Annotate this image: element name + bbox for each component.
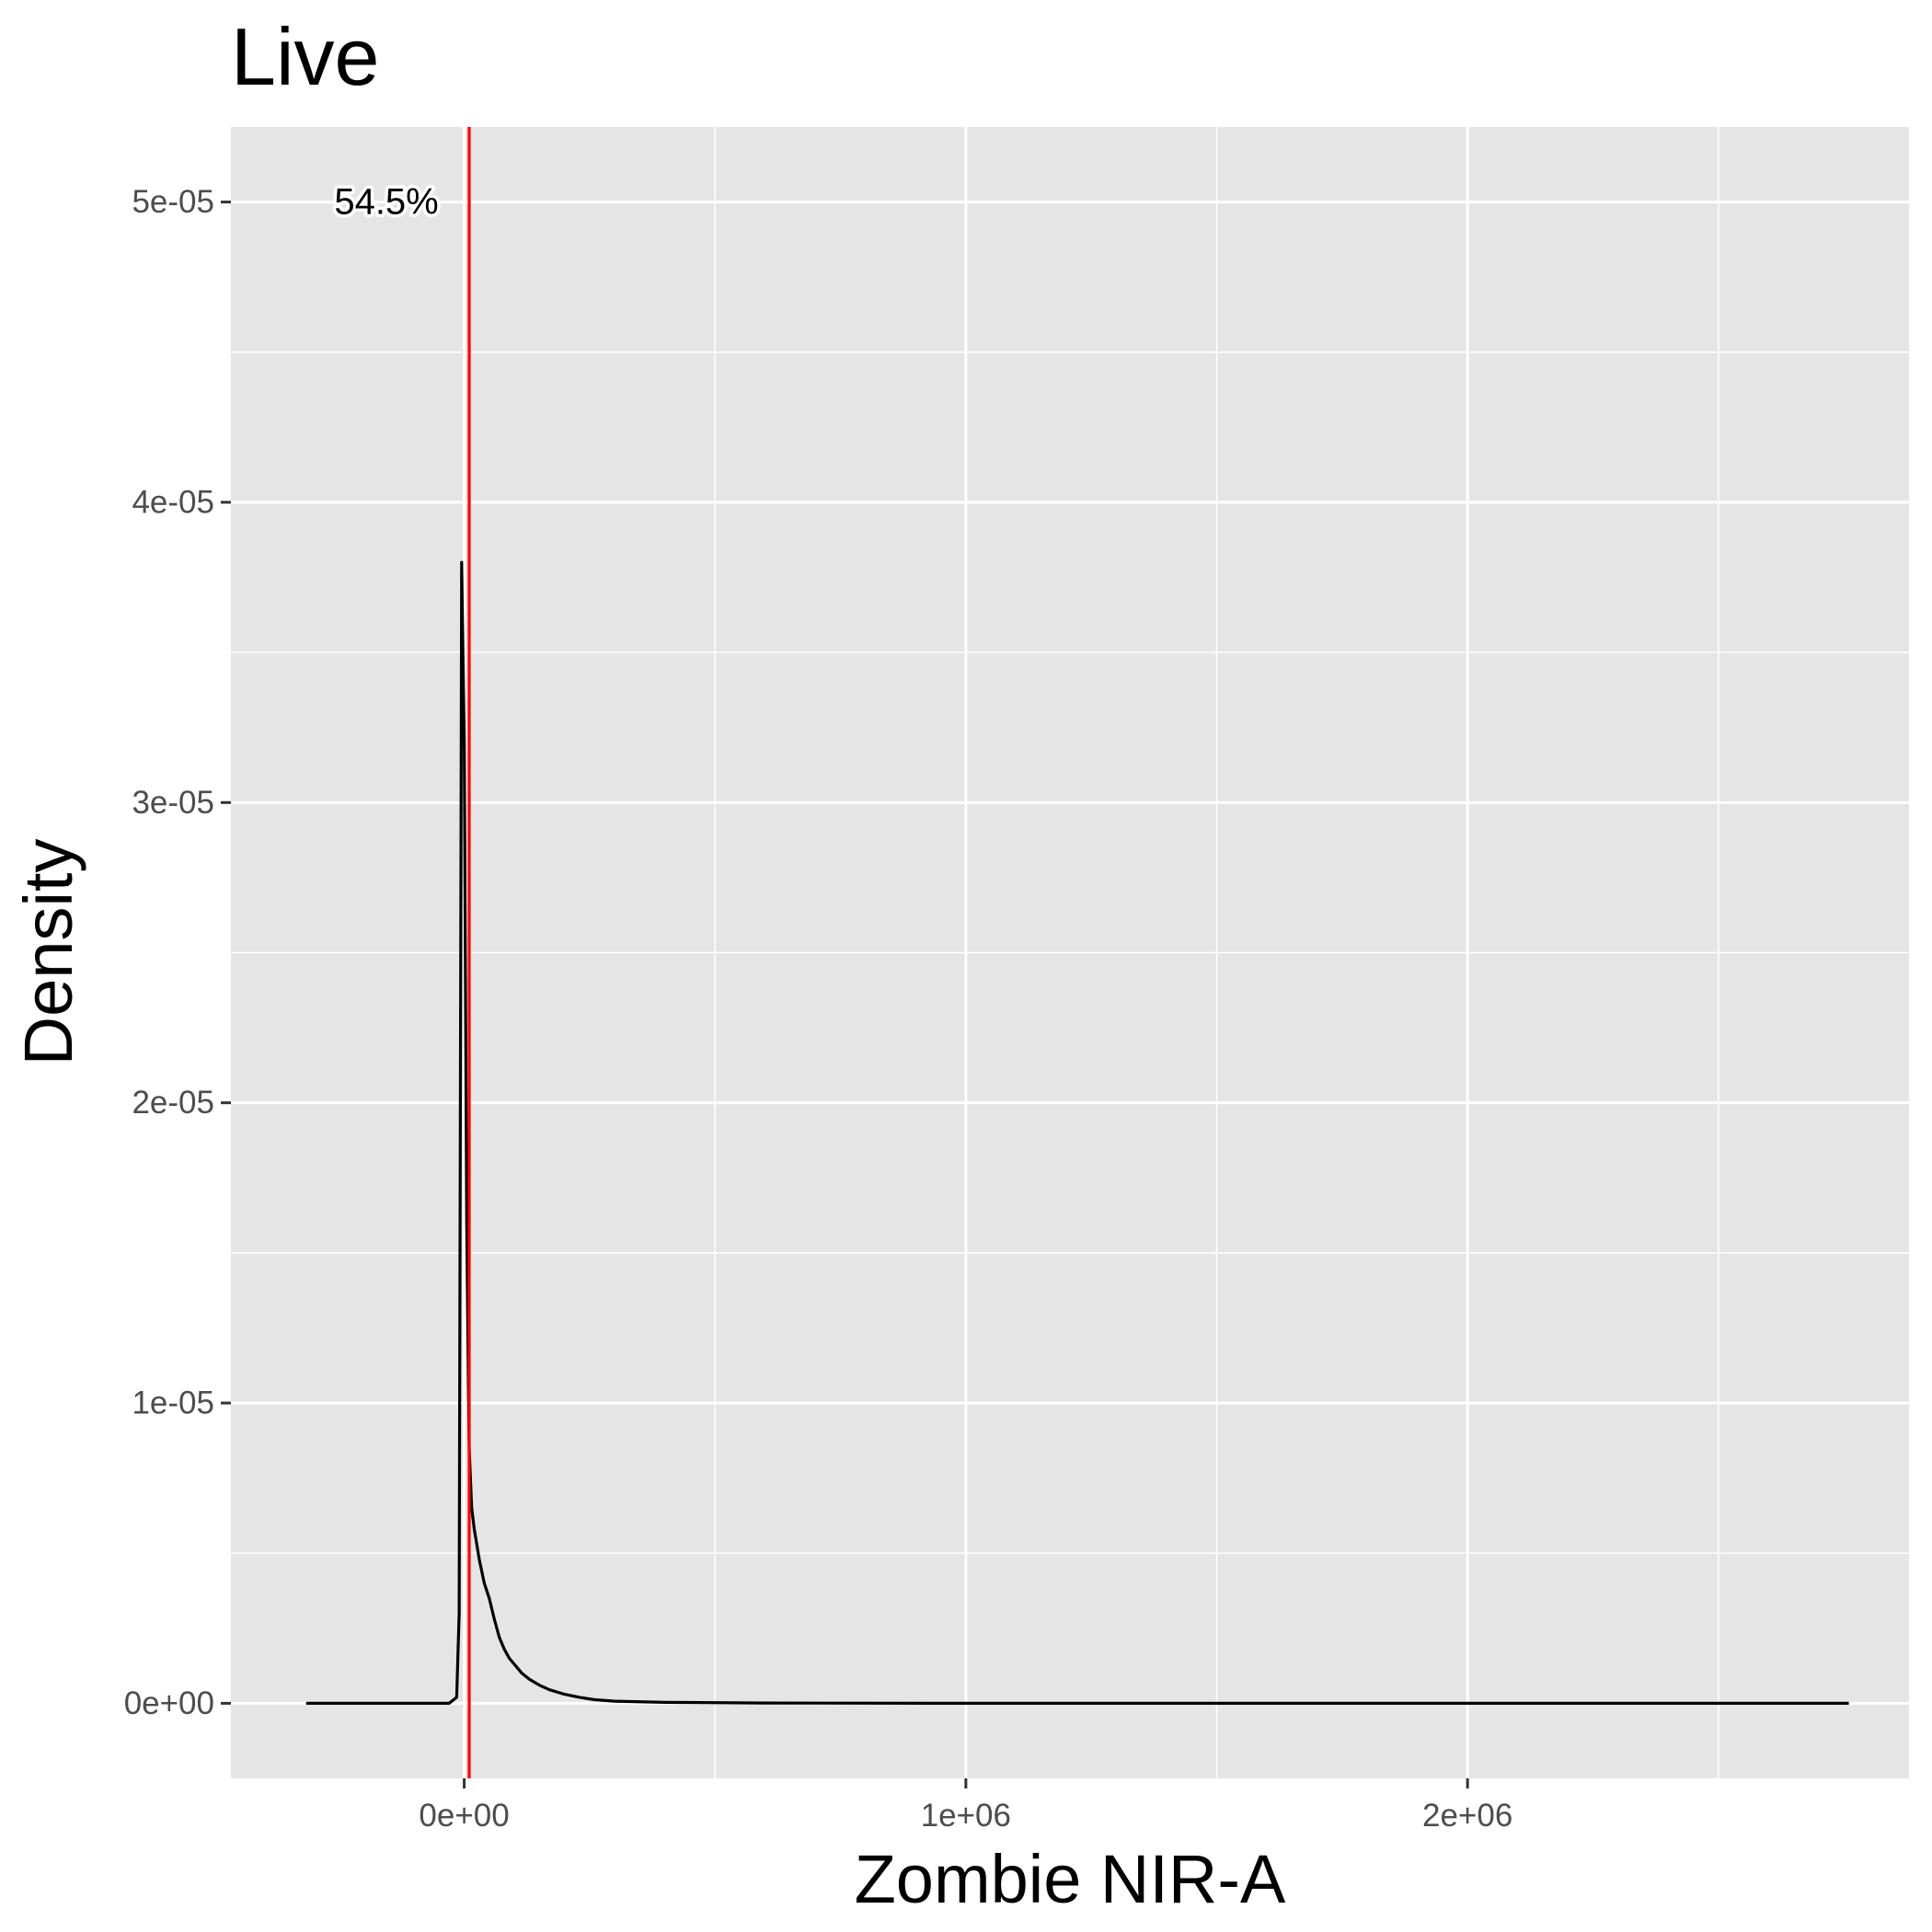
y-axis: 0e+00 1e-05 2e-05 3e-05 4e-05 5e-05 (124, 184, 231, 1721)
annotation-layer: 54.5% (331, 178, 442, 225)
x-tick-label: 2e+06 (1422, 1798, 1512, 1834)
y-tick-label: 0e+00 (124, 1685, 214, 1721)
y-tick-label: 3e-05 (132, 785, 214, 821)
y-tick-label: 5e-05 (132, 184, 214, 220)
y-tick-label: 1e-05 (132, 1386, 214, 1421)
series-layer (305, 560, 1849, 1706)
y-tick-label: 4e-05 (132, 484, 214, 520)
x-axis: 0e+00 1e+06 2e+06 (419, 1778, 1512, 1834)
y-axis-title: Density (10, 839, 86, 1066)
x-axis-title: Zombie NIR-A (855, 1841, 1286, 1917)
y-tick-label: 2e-05 (132, 1085, 214, 1121)
chart-title: Live (231, 11, 379, 102)
x-tick-label: 1e+06 (921, 1798, 1011, 1834)
minor-gridlines (231, 127, 1909, 1778)
density-line (305, 560, 1849, 1706)
x-tick-label: 0e+00 (419, 1798, 509, 1834)
percentage-annotation: 54.5% (334, 182, 438, 223)
major-gridlines (231, 127, 1909, 1778)
